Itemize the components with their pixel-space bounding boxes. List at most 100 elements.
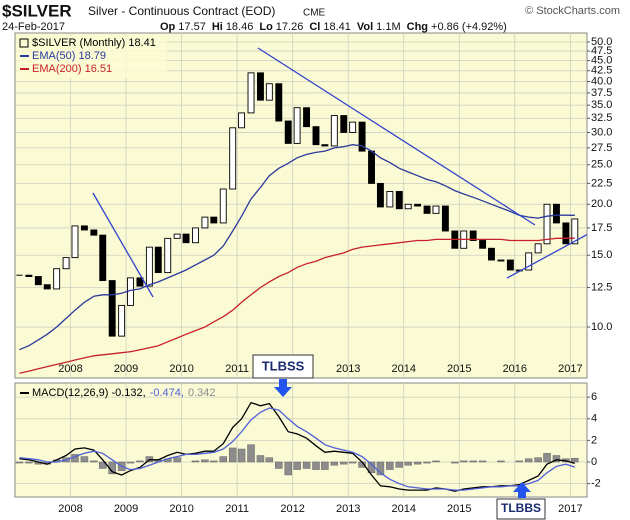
quote-value: +0.86 (+4.92%) — [431, 21, 507, 33]
annotation-box — [496, 498, 546, 520]
y-tick-label: 22.5 — [591, 177, 612, 189]
candle — [62, 257, 70, 270]
quote-value: 18.41 — [323, 21, 351, 33]
histogram-bar — [284, 461, 292, 476]
candle — [441, 205, 449, 232]
histogram-bar — [25, 461, 33, 464]
y-tick-label: 0 — [591, 456, 597, 468]
line — [19, 237, 575, 374]
candle — [247, 72, 255, 114]
quote: Op 17.57 Hi 18.46 Lo 17.26 Cl 18.41 Vol 1.1M Chg +0… — [160, 21, 507, 33]
histogram-bar — [386, 461, 394, 470]
quote-label: Op — [160, 21, 176, 33]
histogram-bar — [90, 460, 98, 463]
x-tick-label: 2014 — [391, 503, 415, 515]
histogram-bar — [275, 461, 283, 469]
legend-box — [17, 36, 167, 78]
histogram-bar — [515, 460, 523, 463]
candle — [469, 230, 477, 241]
histogram-bar — [247, 444, 255, 463]
candle — [293, 107, 301, 144]
histogram-bar — [201, 459, 209, 463]
legend: MACD(12,26,9) -0.132, -0.474, 0.342 — [32, 387, 216, 399]
histogram-bar — [432, 460, 440, 463]
candle — [571, 218, 579, 245]
histogram-bar — [210, 460, 218, 463]
exchange: CME — [303, 8, 326, 19]
y-tick-label: 47.5 — [591, 45, 612, 57]
candle — [118, 304, 126, 337]
y-tick-label: -2 — [591, 478, 601, 490]
candle — [71, 225, 79, 259]
candle — [321, 144, 329, 147]
histogram-bar — [293, 461, 301, 470]
annotation-text: TLBSS — [262, 358, 305, 373]
candle — [488, 247, 495, 261]
histogram-bar — [237, 448, 246, 463]
quote-value: 17.26 — [276, 21, 304, 33]
annotation: TLBSS — [252, 354, 314, 397]
y-tick-label: 37.5 — [591, 87, 612, 99]
histogram-bar — [497, 460, 505, 463]
quote-label: Hi — [212, 21, 223, 33]
legend-label: MACD(12,26,9) -0.132, — [32, 387, 146, 399]
candle — [404, 203, 412, 210]
histogram-bar — [126, 461, 135, 464]
x-tick-label: 2008 — [58, 363, 82, 375]
candle — [173, 233, 181, 239]
candle — [99, 234, 107, 282]
histogram-bar — [552, 455, 561, 463]
candle — [349, 121, 357, 133]
x-tick-label: 2009 — [114, 363, 138, 375]
quote-label: Lo — [259, 21, 273, 33]
quote-value: 17.57 — [178, 21, 206, 33]
annotation-box — [252, 354, 314, 379]
histogram-bar — [395, 461, 404, 468]
quote-label: Chg — [407, 21, 428, 33]
y-tick-label: 27.5 — [591, 142, 612, 154]
y-tick-label: 12.5 — [591, 281, 612, 293]
candle — [376, 182, 384, 208]
arrow — [513, 482, 531, 498]
candle — [386, 191, 394, 208]
histogram-bar — [571, 458, 579, 463]
legend-label: EMA(200) 16.51 — [32, 63, 112, 75]
candle — [330, 115, 338, 147]
candle — [275, 83, 283, 122]
histogram-bar — [330, 461, 339, 466]
histogram-bar — [15, 461, 24, 464]
candle — [543, 203, 551, 245]
axes: 10.0 12.5 15.0 17.5 20.0 22.5 25.0 27.5 30.0 32.5… — [58, 36, 612, 515]
candle — [395, 191, 403, 210]
y-tick-label: 6 — [591, 391, 597, 403]
quote-label: Vol — [357, 21, 373, 33]
candle — [497, 259, 505, 262]
histogram-bar — [173, 457, 181, 463]
line — [19, 407, 576, 491]
histogram-bar — [469, 460, 477, 463]
candle — [34, 276, 42, 286]
x-tick-label: 2013 — [336, 503, 360, 515]
histogram-bar — [228, 447, 237, 463]
candle — [192, 227, 199, 244]
macd-plot — [15, 383, 587, 497]
trendline — [257, 47, 536, 226]
histogram-bar — [534, 457, 542, 463]
candle — [210, 216, 218, 224]
line — [19, 401, 575, 492]
y-tick-label: 20.0 — [591, 198, 612, 210]
candle — [368, 150, 375, 184]
trendline — [506, 233, 587, 279]
histogram-bar — [340, 461, 348, 465]
candle — [257, 72, 264, 101]
x-tick-label: 2016 — [503, 363, 527, 375]
y-tick-label: 30.0 — [591, 126, 612, 138]
histogram-bar — [524, 458, 533, 463]
histogram-bar — [348, 461, 357, 464]
legend-label: $SILVER (Monthly) 18.41 — [32, 37, 156, 49]
candle — [506, 259, 514, 271]
histogram-bar — [543, 453, 551, 463]
histogram-bar — [459, 460, 468, 463]
x-tick-label: 2008 — [58, 503, 82, 515]
